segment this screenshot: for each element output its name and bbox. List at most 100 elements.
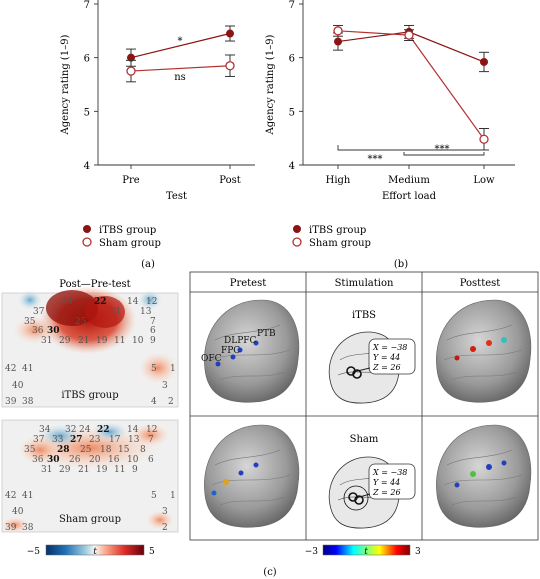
x-axis-label: Test	[166, 191, 187, 202]
data-point	[404, 30, 414, 40]
legend-b-itbs-marker	[293, 225, 301, 233]
ch-itbs-r1-1: 22	[94, 297, 107, 307]
legend-b-sham-label: Sham group	[309, 238, 371, 249]
x-axis-label: Effort load	[382, 191, 437, 202]
data-point	[480, 57, 488, 66]
data-point	[225, 61, 235, 71]
bracket-medium-low	[403, 152, 485, 156]
y-tick-label: 5	[289, 107, 295, 118]
ch-sham-side-8: 2	[162, 523, 168, 533]
legend-a-sham-marker	[82, 237, 92, 247]
ch-itbs-r2-1: 21	[110, 307, 121, 317]
ch-itbs-r3-1: 25	[75, 317, 87, 327]
ch-sham-side-2: 40	[12, 507, 24, 517]
ch-itbs-r5-3: 19	[96, 336, 108, 346]
ch-itbs-r5-6: 9	[150, 336, 156, 346]
coord-x-sham: X = −38	[372, 468, 407, 477]
ch-sham-r2-4: 17	[109, 435, 121, 445]
sham-group-label: Sham group	[59, 514, 121, 525]
ch-sham-r4-0: 36	[32, 455, 44, 465]
ch-sham-r5-3: 19	[96, 465, 108, 475]
ch-sham-side-0: 42	[5, 491, 16, 501]
ch-sham-side-3: 39	[5, 523, 17, 533]
ch-sham-r2-6: 7	[148, 435, 154, 445]
y-tick-label: 6	[289, 54, 295, 65]
ch-itbs-r5-0: 31	[41, 336, 52, 346]
ch-sham-r4-3: 20	[89, 455, 101, 465]
ch-itbs-side-8: 2	[168, 397, 174, 407]
series-line	[130, 65, 231, 72]
ch-itbs-side-0: 42	[5, 364, 16, 374]
ch-sham-r3-5: 8	[140, 445, 146, 455]
ch-itbs-side-7: 4	[151, 397, 157, 407]
brain-stim-sham: Sham X = −38 Y = 44 Z = 26	[328, 434, 416, 529]
coord-y-itbs: Y = 44	[373, 353, 400, 362]
annotation-significance: *	[178, 36, 183, 47]
heatmap-sham: 34 32 24 22 14 12 37 33 27 23 17 13 7 35…	[1, 419, 179, 533]
data-point	[226, 29, 234, 38]
y-tick-label: 4	[289, 161, 295, 172]
ch-itbs-r4-1: 30	[47, 326, 60, 336]
series-line	[337, 30, 485, 140]
region-ptb: PTB	[257, 329, 276, 339]
ch-itbs-r5-4: 11	[114, 336, 125, 346]
ch-itbs-side-6: 3	[162, 381, 168, 391]
legend-b: iTBS group Sham group	[292, 225, 371, 249]
x-tick-label: Pre	[122, 175, 140, 186]
ch-itbs-r4-0: 36	[32, 326, 44, 336]
ch-sham-r5-1: 29	[59, 465, 71, 475]
brain-stim-itbs: iTBS X = −38 Y = 44 Z = 26	[328, 310, 416, 404]
legend-a-sham-label: Sham group	[99, 238, 161, 249]
col-header-posttest: Posttest	[460, 278, 501, 289]
ch-sham-side-6: 1	[170, 491, 176, 501]
ch-sham-r2-0: 37	[33, 435, 45, 445]
ch-sham-side-5: 5	[151, 491, 157, 501]
y-axis-label: Agency rating (1–9)	[265, 34, 276, 135]
panel-c-label: (c)	[263, 567, 277, 578]
ch-sham-side-1: 41	[22, 491, 33, 501]
data-point	[126, 66, 136, 76]
ch-sham-side-4: 38	[22, 523, 34, 533]
ch-itbs-side-4: 38	[22, 397, 34, 407]
ch-itbs-r2-2: 13	[140, 307, 152, 317]
brain-posttest-sham	[436, 424, 532, 528]
brain-pretest-itbs: PTB DLPFC FPC OFC	[201, 299, 300, 403]
legend-b-sham-marker	[292, 237, 302, 247]
cbl-mid: t	[93, 547, 97, 557]
cbl-min: −5	[27, 547, 41, 557]
colorbar-left: −5 t 5	[27, 544, 155, 557]
ch-itbs-side-1: 41	[22, 364, 33, 374]
annotation-significance: ***	[435, 144, 450, 155]
y-tick-label: 4	[84, 161, 90, 172]
ch-itbs-r3-2: 7	[150, 317, 156, 327]
region-ofc: OFC	[201, 354, 222, 364]
data-point	[333, 26, 343, 36]
ch-itbs-side-9: 1	[170, 364, 176, 374]
data-point	[479, 134, 489, 144]
ch-sham-r4-1: 30	[47, 455, 60, 465]
cbr-min: −3	[305, 547, 319, 557]
ch-sham-r1-0: 34	[39, 425, 51, 435]
ch-sham-r4-6: 6	[148, 455, 154, 465]
region-fpc: FPC	[221, 346, 240, 356]
col-header-stimulation: Stimulation	[335, 278, 394, 289]
ch-sham-r2-2: 27	[70, 435, 83, 445]
data-point	[127, 53, 135, 62]
heatmap-itbs: 24 22 14 12 37 21 13 35 25 7 36 30 6 31 …	[1, 286, 179, 408]
coord-z-itbs: Z = 26	[372, 363, 401, 372]
y-tick-label: 7	[84, 0, 90, 11]
y-axis-label: Agency rating (1–9)	[60, 34, 71, 135]
ch-itbs-side-2: 40	[12, 381, 24, 391]
stim-itbs-label: iTBS	[352, 310, 376, 321]
ch-sham-r5-5: 9	[132, 465, 138, 475]
ch-itbs-r3-0: 35	[24, 317, 36, 327]
ch-sham-r3-2: 25	[80, 445, 92, 455]
heatmap-title: Post—Pre-test	[59, 279, 130, 290]
ch-itbs-r5-2: 21	[78, 336, 89, 346]
ch-sham-r3-1: 28	[57, 445, 70, 455]
chart-a: 4 5 6 7 Pre Post Test Agency rating (1–9) * ns	[60, 0, 255, 202]
ch-sham-r5-4: 11	[114, 465, 125, 475]
ch-sham-r2-5: 13	[128, 435, 140, 445]
y-tick-label: 5	[84, 107, 90, 118]
region-dlpfc: DLPFC	[224, 336, 256, 346]
